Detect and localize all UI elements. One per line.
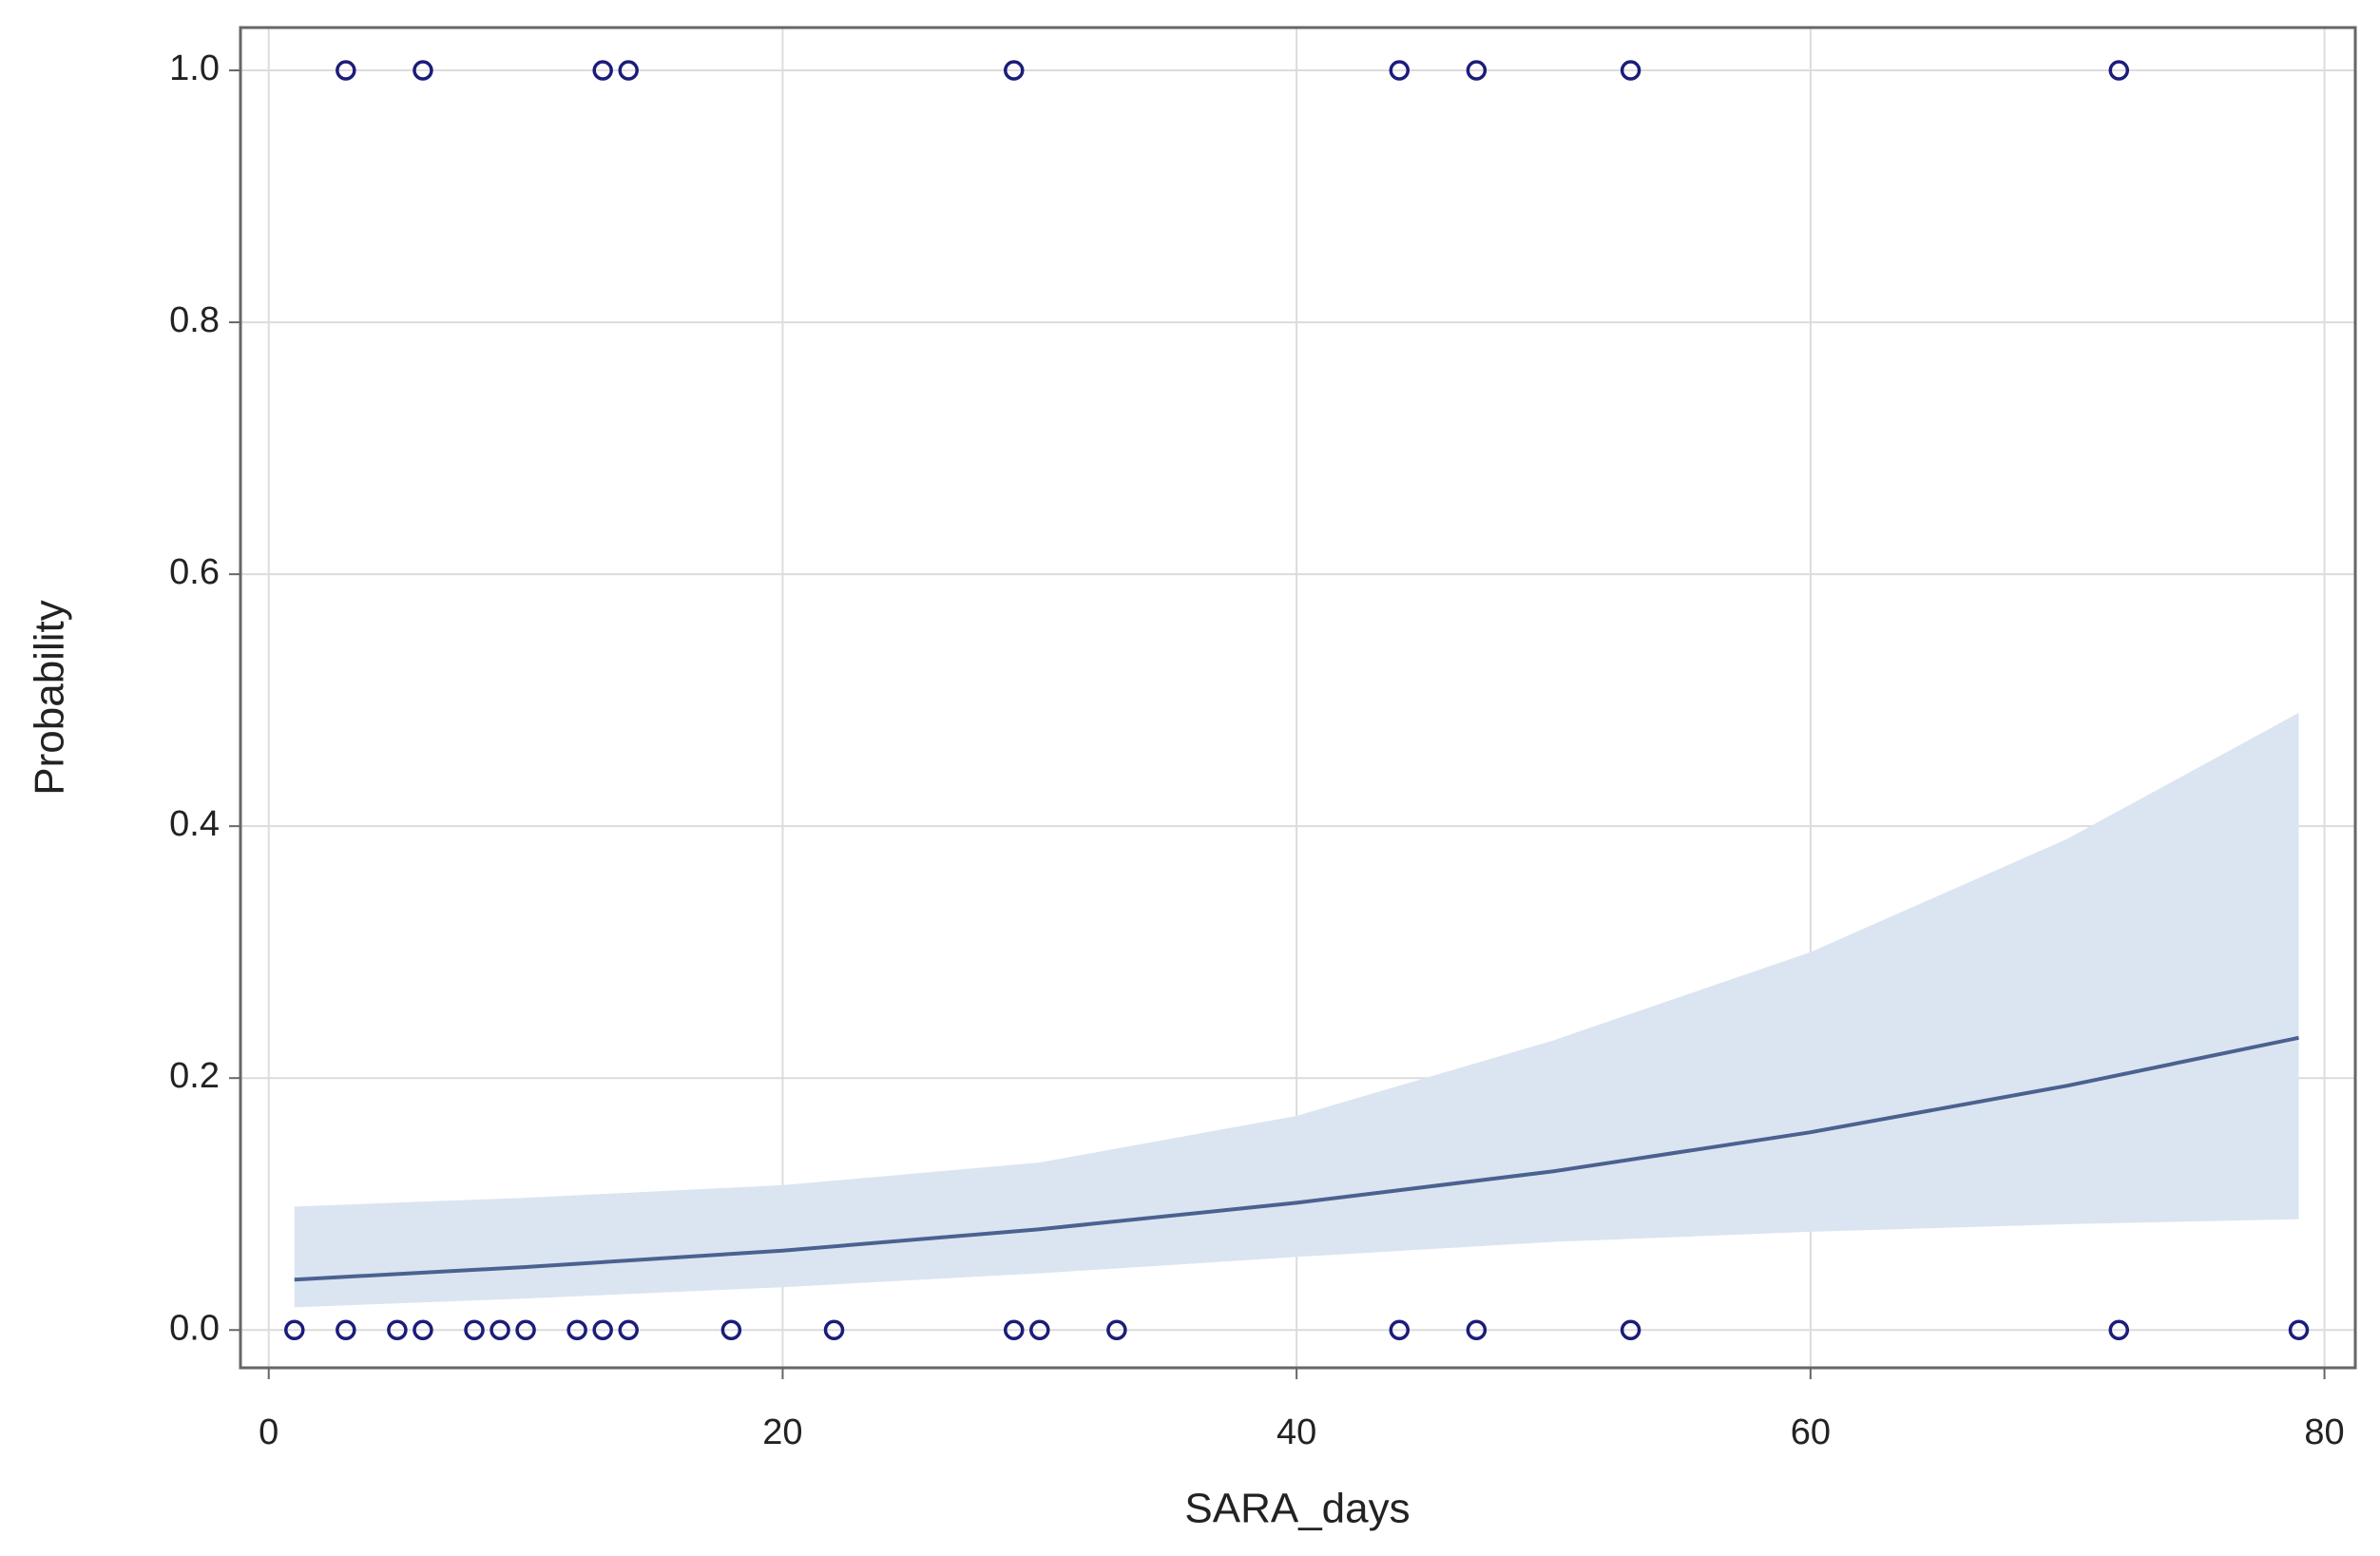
data-point — [566, 1319, 587, 1340]
x-tick-label: 0 — [259, 1412, 278, 1452]
y-tick-label: 0.2 — [169, 1056, 220, 1096]
data-point — [1620, 1319, 1641, 1340]
data-point — [592, 1319, 613, 1340]
data-point — [387, 1319, 408, 1340]
confidence-band — [294, 712, 2299, 1308]
data-point — [336, 1319, 356, 1340]
x-tick-label: 60 — [1791, 1412, 1831, 1452]
x-tick-label: 20 — [762, 1412, 802, 1452]
data-point — [618, 60, 639, 81]
data-point — [1106, 1319, 1127, 1340]
data-point — [2108, 60, 2130, 81]
y-tick-label: 0.8 — [169, 300, 220, 340]
data-point — [618, 1319, 639, 1340]
data-point — [336, 60, 356, 81]
data-point — [1466, 60, 1488, 81]
x-tick-label: 80 — [2304, 1412, 2344, 1452]
fit-line — [294, 1035, 2299, 1282]
x-tick-label: 40 — [1276, 1412, 1316, 1452]
data-point — [1620, 60, 1641, 81]
data-point — [1029, 1319, 1050, 1340]
y-tick-label: 0.6 — [169, 552, 220, 592]
data-point — [720, 1319, 742, 1340]
data-point — [464, 1319, 485, 1340]
data-point — [2108, 1319, 2130, 1340]
x-axis-label: SARA_days — [1184, 1486, 1410, 1532]
data-point — [413, 60, 433, 81]
data-point — [413, 1319, 433, 1340]
data-point — [489, 1319, 510, 1340]
data-point — [1389, 60, 1411, 81]
data-point — [2288, 1319, 2310, 1340]
y-tick-label: 0.0 — [169, 1308, 220, 1348]
data-point — [515, 1319, 536, 1340]
data-point — [592, 60, 613, 81]
data-point — [1389, 1319, 1411, 1340]
y-axis-label: Probability — [27, 600, 73, 795]
plot-frame — [239, 26, 2357, 1370]
y-tick-label: 1.0 — [169, 48, 220, 88]
data-point — [284, 1319, 305, 1340]
data-point — [823, 1319, 845, 1340]
data-point — [1466, 1319, 1488, 1340]
data-point — [1004, 1319, 1025, 1340]
y-tick-label: 0.4 — [169, 804, 220, 844]
data-point — [1004, 60, 1025, 81]
